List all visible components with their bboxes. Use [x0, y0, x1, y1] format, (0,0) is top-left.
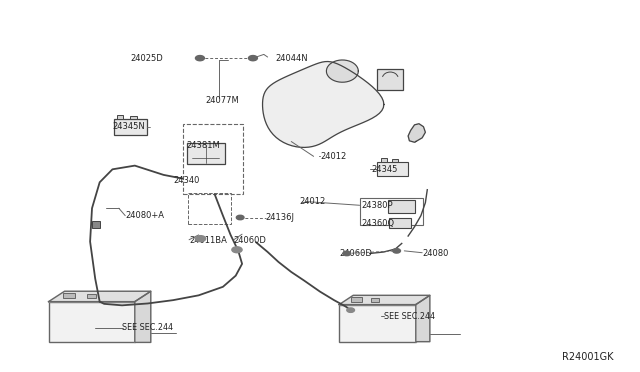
Bar — [187, 143, 225, 164]
Bar — [87, 294, 97, 298]
Text: 24012: 24012 — [320, 152, 346, 161]
Text: 24077M: 24077M — [205, 96, 239, 105]
Circle shape — [232, 247, 242, 253]
Text: 24012: 24012 — [300, 197, 326, 206]
Bar — [182, 124, 243, 194]
Polygon shape — [339, 295, 430, 305]
Text: 24060D: 24060D — [339, 249, 372, 258]
Text: 24340: 24340 — [173, 176, 200, 185]
Circle shape — [343, 251, 351, 256]
Circle shape — [195, 235, 205, 241]
Text: 24025D: 24025D — [131, 54, 164, 62]
Circle shape — [248, 55, 257, 61]
Bar — [378, 69, 403, 90]
Bar — [371, 298, 379, 302]
Text: SEE SEC.244: SEE SEC.244 — [122, 323, 173, 332]
Bar — [392, 158, 398, 161]
Bar — [339, 305, 416, 341]
Bar — [389, 218, 412, 228]
Circle shape — [393, 248, 401, 253]
Bar — [49, 302, 135, 342]
Text: 24060D: 24060D — [234, 236, 267, 246]
Polygon shape — [326, 60, 358, 82]
Polygon shape — [135, 291, 151, 342]
Text: 24380P: 24380P — [362, 201, 393, 210]
Polygon shape — [416, 295, 430, 341]
Text: 24044N: 24044N — [275, 54, 308, 62]
Text: R24001GK: R24001GK — [563, 352, 614, 362]
Bar — [63, 293, 76, 298]
Bar — [130, 116, 138, 119]
Bar — [117, 115, 124, 119]
Bar — [378, 161, 408, 176]
Text: SEE SEC.244: SEE SEC.244 — [384, 312, 435, 321]
Text: 24345: 24345 — [371, 165, 397, 174]
Text: 24360Q: 24360Q — [362, 219, 395, 228]
Circle shape — [236, 215, 244, 220]
Polygon shape — [262, 61, 384, 147]
Text: 24136J: 24136J — [266, 213, 294, 222]
Polygon shape — [408, 124, 426, 142]
Text: 24345N: 24345N — [113, 122, 145, 131]
Polygon shape — [49, 291, 151, 302]
Text: 24381M: 24381M — [186, 141, 220, 150]
Bar — [381, 158, 387, 161]
Bar — [114, 119, 147, 135]
Text: 24080+A: 24080+A — [125, 211, 164, 220]
Bar — [351, 297, 362, 302]
Circle shape — [347, 308, 355, 312]
Bar — [360, 198, 424, 225]
Circle shape — [195, 55, 204, 61]
Bar — [388, 200, 415, 213]
Text: 24011BA: 24011BA — [189, 236, 227, 246]
Bar — [92, 221, 100, 228]
Text: 24080: 24080 — [422, 249, 449, 258]
Bar — [188, 193, 231, 224]
